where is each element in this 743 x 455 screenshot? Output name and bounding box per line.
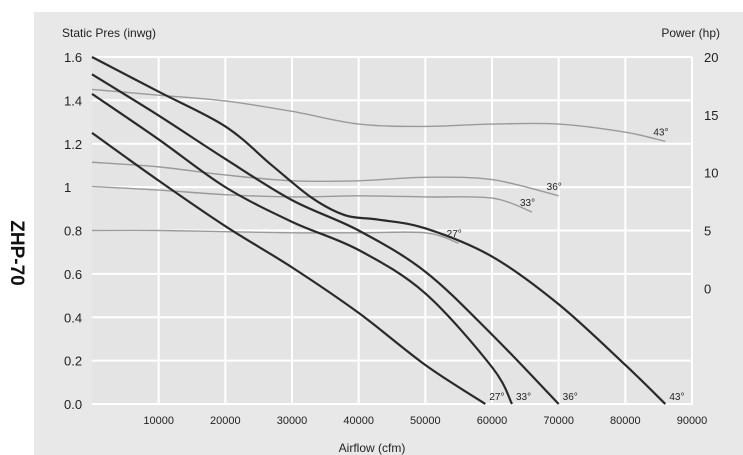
x-tick-label: 40000	[343, 415, 374, 427]
x-tick-label: 90000	[677, 415, 708, 427]
pressure-curve-27deg	[91, 132, 486, 405]
pressure-curve-43deg	[91, 56, 667, 405]
x-tick-label: 20000	[210, 415, 241, 427]
power-curve-27deg	[91, 229, 459, 244]
y-axis-title: Static Pres (inwg)	[62, 26, 156, 40]
power-curve-label-27deg: 27°	[447, 229, 462, 240]
power-curve-43deg	[91, 88, 666, 143]
x-tick-label: 50000	[410, 415, 441, 427]
y-tick-label: 1.4	[64, 93, 82, 108]
x-tick-label: 80000	[610, 415, 641, 427]
y-tick-label: 0.4	[64, 310, 82, 325]
pressure-curve-label-33deg: 33°	[516, 392, 531, 403]
y-tick-label: 0.2	[64, 354, 82, 369]
y2-tick-label: 0	[704, 281, 711, 296]
y2-tick-label: 5	[704, 224, 711, 239]
y2-tick-label: 20	[704, 50, 718, 65]
x-tick-label: 70000	[543, 415, 574, 427]
power-curve-label-33deg: 33°	[520, 198, 535, 209]
x-tick-label: 30000	[277, 415, 308, 427]
y2-tick-label: 15	[704, 108, 718, 123]
power-curve-label-43deg: 43°	[653, 127, 668, 138]
pressure-curve-label-27deg: 27°	[489, 392, 504, 403]
x-tick-label: 10000	[143, 415, 174, 427]
pressure-curve-36deg	[91, 73, 560, 405]
y-tick-label: 0.8	[64, 224, 82, 239]
y-tick-label: 1.6	[64, 50, 82, 65]
pressure-curve-label-43deg: 43°	[669, 392, 684, 403]
y2-axis-title: Power (hp)	[661, 26, 720, 40]
pressure-curve-label-36deg: 36°	[563, 392, 578, 403]
y-tick-label: 0.6	[64, 267, 82, 282]
power-curve-36deg	[91, 161, 559, 197]
top-strip	[0, 0, 743, 10]
y2-tick-label: 10	[704, 166, 718, 181]
y-tick-label: 0.0	[64, 397, 82, 412]
power-curve-label-36deg: 36°	[547, 182, 562, 193]
y-tick-label: 1	[64, 180, 71, 195]
y-tick-label: 1.2	[64, 137, 82, 152]
x-axis-title: Airflow (cfm)	[339, 441, 406, 455]
x-tick-label: 60000	[477, 415, 508, 427]
pressure-curve-33deg	[91, 92, 513, 405]
power-curve-33deg	[91, 185, 533, 213]
